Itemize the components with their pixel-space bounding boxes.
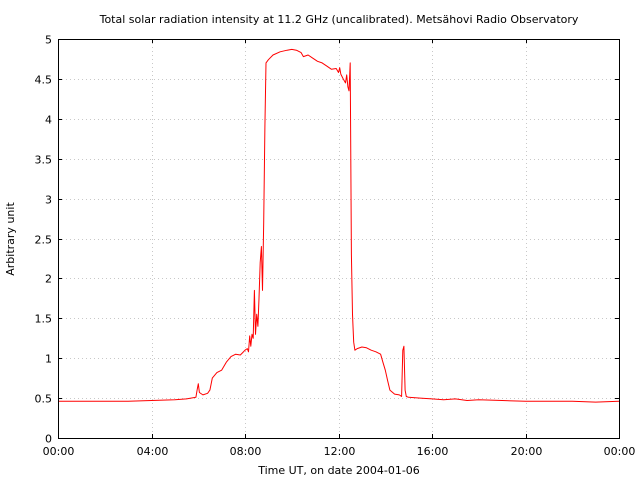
y-tick-label: 4 [45,114,52,127]
plot-frame [58,39,620,439]
x-tick-label: 04:00 [137,445,169,458]
x-tick-label: 20:00 [511,445,543,458]
x-tick-label: 12:00 [324,445,356,458]
y-tick-label: 0.5 [35,393,53,406]
series-layer [58,48,620,403]
x-axis-label: Time UT, on date 2004-01-06 [257,464,420,477]
y-tick-label: 2.5 [35,234,53,247]
y-tick-label: 4.5 [35,74,53,87]
y-tick-label: 1 [45,353,52,366]
x-tick-label: 16:00 [417,445,449,458]
y-tick-label: 5 [45,34,52,47]
y-tick-label: 1.5 [35,313,53,326]
y-axis-label: Arbitrary unit [4,202,17,276]
y-tick-label: 3 [45,194,52,207]
x-tick-label: 00:00 [43,445,75,458]
y-tick-label: 3.5 [35,154,53,167]
y-tick-label: 0 [45,433,52,446]
y-tick-label: 2 [45,273,52,286]
x-tick-label: 00:00 [604,445,636,458]
series-line [58,48,620,403]
ticks: 0 0.5 1 1.5 2 2.5 3 3.5 4 4.5 5 00:00 04:00 08:00 12:0… [35,34,636,459]
grid [58,39,619,438]
x-tick-label: 08:00 [230,445,262,458]
chart-title: Total solar radiation intensity at 11.2 … [99,13,579,26]
